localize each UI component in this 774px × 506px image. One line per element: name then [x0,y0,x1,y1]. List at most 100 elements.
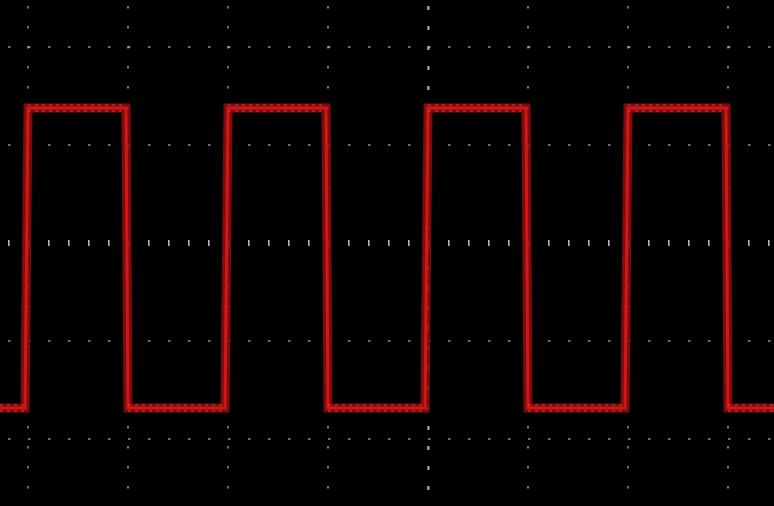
grid-dot [328,46,331,48]
grid-dot [227,466,229,469]
grid-dot [568,46,571,48]
grid-dot [388,46,391,48]
trace-group [0,103,774,413]
grid-dot [448,240,450,246]
grid-dot [108,46,111,48]
grid-dot [8,340,11,342]
grid-dot [88,144,91,146]
grid-dot [168,438,171,440]
grid-dot [68,46,71,48]
grid-dot [488,240,490,246]
grid-dot [248,46,251,48]
grid-dot [528,46,531,48]
grid-dot [628,46,631,48]
grid-dot [668,144,671,146]
grid-dot [408,438,411,440]
grid-dot [448,144,451,146]
grid-dot [88,340,91,342]
grid-dot [748,240,750,246]
grid-dot [508,438,511,440]
grid-dot [148,144,151,146]
grid-dot [368,240,370,246]
grid-dot [227,446,229,449]
grid-dot [588,240,590,246]
grid-dot [188,144,191,146]
grid-dot [648,46,651,48]
grid-dot [28,46,31,48]
grid-dot [427,86,430,90]
grid-dot [288,144,291,146]
grid-dot [728,438,731,440]
grid-dot [727,26,729,29]
grid-dot [428,46,431,48]
grid-dot [268,340,271,342]
grid-dot [188,438,191,440]
grid-dot [488,46,491,48]
grid-dot [428,438,431,440]
grid-dot [648,144,651,146]
grid-dot [48,340,51,342]
grid-dot [88,46,91,48]
grid-dot [227,426,229,429]
grid-dot [588,46,591,48]
grid-dot [588,144,591,146]
grid-dot [68,438,71,440]
grid-dot [127,446,129,449]
grid-dot [268,46,271,48]
grid-dot [408,240,410,246]
grid-dot [688,438,691,440]
grid-dot [768,46,771,48]
grid-dot [427,66,430,70]
grid-dot [208,340,211,342]
grid-dot [227,486,229,489]
grid-dot [8,438,11,440]
trace-band [0,103,774,413]
grid-dot [268,240,270,246]
grid-dot [48,240,50,246]
grid-dot [628,438,631,440]
grid-dot [608,144,611,146]
grid-dot [627,26,629,29]
grid-dot [88,240,90,246]
grid-dot [227,66,229,69]
grid-dot [568,340,571,342]
grid-dot [28,438,31,440]
grid-dot [348,340,351,342]
grid-dot [227,86,229,89]
grid-dot [768,340,771,342]
grid-dot [608,340,611,342]
grid-dot [727,86,729,89]
grid-dot [168,46,171,48]
grid-dot [648,438,651,440]
grid-dot [327,446,329,449]
grid-dot [148,240,150,246]
grid-dot [88,438,91,440]
grid-dot [127,26,129,29]
grid-dot [648,240,650,246]
grid-dot [668,46,671,48]
grid-dot [627,6,629,9]
grid-dot [227,6,229,9]
grid-dot [127,86,129,89]
grid-dot [608,46,611,48]
grid-dot [727,446,729,449]
grid-dot [327,486,329,489]
grid-dot [748,46,751,48]
grid-dot [727,6,729,9]
grid-dot [548,46,551,48]
grid-dot [188,240,190,246]
grid-dot [127,466,129,469]
grid-dot [168,340,171,342]
grid-dot [508,340,511,342]
grid-dot [408,144,411,146]
graticule-grid [8,6,771,490]
grid-dot [527,26,529,29]
grid-dot [727,66,729,69]
grid-dot [27,466,29,469]
grid-dot [27,86,29,89]
grid-dot [688,240,690,246]
grid-dot [427,46,430,50]
grid-dot [168,240,170,246]
